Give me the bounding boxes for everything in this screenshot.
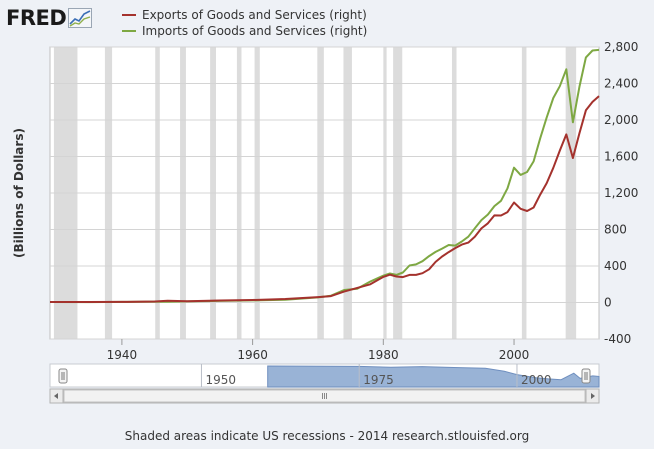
navigator-series-area <box>267 365 600 388</box>
legend-swatch-imports <box>122 30 136 32</box>
chevron-left-icon <box>54 393 58 399</box>
y-tick-label: 0 <box>604 296 612 310</box>
plot-layer <box>49 46 600 340</box>
navigator-tick-label: 1975 <box>363 373 394 387</box>
x-tick-label: 1980 <box>368 348 399 362</box>
chart-legend: Exports of Goods and Services (right) Im… <box>122 7 367 39</box>
legend-item-exports[interactable]: Exports of Goods and Services (right) <box>122 7 367 23</box>
fred-logo[interactable]: FRED <box>6 5 93 31</box>
footer-note: Shaded areas indicate US recessions - 20… <box>124 429 530 443</box>
x-tick-label: 1960 <box>237 348 268 362</box>
y-tick-label: 1,600 <box>604 150 638 164</box>
legend-label-imports: Imports of Goods and Services (right) <box>142 24 368 38</box>
legend-label-exports: Exports of Goods and Services (right) <box>142 8 367 22</box>
navigator-tick-label: 1950 <box>205 373 236 387</box>
y-tick-label: 800 <box>604 223 627 237</box>
navigator-handle-left[interactable] <box>58 368 68 384</box>
y-tick-label: 2,000 <box>604 113 638 127</box>
y-tick-label: 400 <box>604 259 627 273</box>
y-tick-label: 2,800 <box>604 40 638 54</box>
y-tick-label: -400 <box>604 332 631 346</box>
chevron-right-icon <box>591 393 595 399</box>
navigator-handle-right[interactable] <box>581 368 591 384</box>
axis-layer: -400 0 400 800 1,200 1,600 2,000 2,400 2,800 1940… <box>12 40 638 362</box>
legend-item-imports[interactable]: Imports of Goods and Services (right) <box>122 23 367 39</box>
series-line-exports[interactable] <box>50 95 600 303</box>
fred-logo-text: FRED <box>6 6 67 30</box>
y-tick-label: 1,200 <box>604 186 638 200</box>
navigator[interactable]: 1950 1975 2000 <box>49 363 600 404</box>
y-axis-label: (Billions of Dollars) <box>12 128 26 258</box>
chart-area: -400 0 400 800 1,200 1,600 2,000 2,400 2,800 1940… <box>12 40 638 404</box>
x-tick-label: 2000 <box>499 348 530 362</box>
navigator-tick-label: 2000 <box>521 373 552 387</box>
line-chart-icon <box>68 8 93 28</box>
y-tick-label: 2,400 <box>604 77 638 91</box>
x-tick-label: 1940 <box>107 348 138 362</box>
legend-swatch-exports <box>122 14 136 16</box>
